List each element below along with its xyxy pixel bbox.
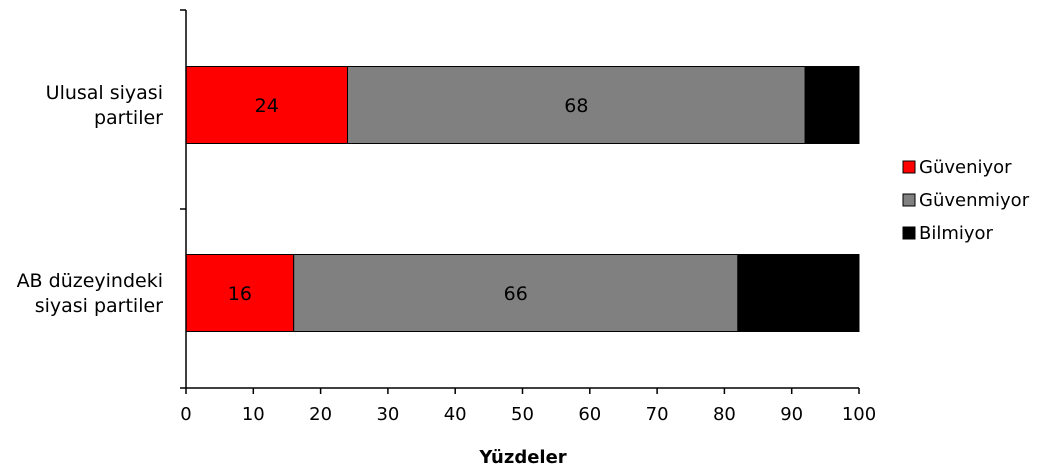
bar-bilmiyor-2 [737, 254, 860, 332]
category-labels: Ulusal siyasi partiler AB düzeyindeki siyas… [17, 82, 164, 317]
x-tick-label: 40 [444, 404, 467, 425]
legend-label: Güvenmiyor [919, 190, 1030, 211]
x-tick-label: 60 [578, 404, 601, 425]
bar-bilmiyor-1 [804, 66, 860, 144]
axes-layer: 0 10 20 30 40 50 60 70 80 90 100 [180, 9, 876, 425]
x-tick-label: 20 [309, 404, 332, 425]
legend-label: Güveniyor [919, 157, 1012, 178]
x-tick-label: 50 [511, 404, 534, 425]
x-tick-label: 30 [376, 404, 399, 425]
category-label: siyasi partiler [35, 295, 163, 317]
legend-swatch-güvenmiyor [902, 193, 916, 207]
x-tick-label: 70 [646, 404, 669, 425]
data-label: 24 [255, 95, 279, 117]
bar-güveniyor-2 [185, 254, 295, 332]
category-label: AB düzeyindeki [17, 270, 163, 292]
legend: Güveniyor Güvenmiyor Bilmiyor [902, 157, 1030, 244]
x-tick-label: 10 [242, 404, 265, 425]
bar-güvenmiyor-1 [347, 66, 806, 144]
x-tick-label: 100 [842, 404, 876, 425]
x-axis-title: Yüzdeler [478, 447, 566, 468]
bar-güvenmiyor-2 [293, 254, 739, 332]
x-tick-label: 0 [180, 404, 191, 425]
category-label: Ulusal siyasi [46, 82, 163, 104]
x-tick-label: 90 [780, 404, 803, 425]
legend-label: Bilmiyor [919, 223, 994, 244]
category-label: partiler [94, 107, 163, 129]
data-label: 68 [564, 95, 588, 117]
legend-swatch-bilmiyor [902, 226, 916, 240]
bar-güveniyor-1 [185, 66, 349, 144]
data-label: 66 [504, 283, 528, 305]
x-tick-label: 80 [713, 404, 736, 425]
data-label: 16 [228, 283, 252, 305]
legend-swatch-güveniyor [902, 160, 916, 174]
bars-layer: 24 68 16 66 [185, 66, 860, 332]
